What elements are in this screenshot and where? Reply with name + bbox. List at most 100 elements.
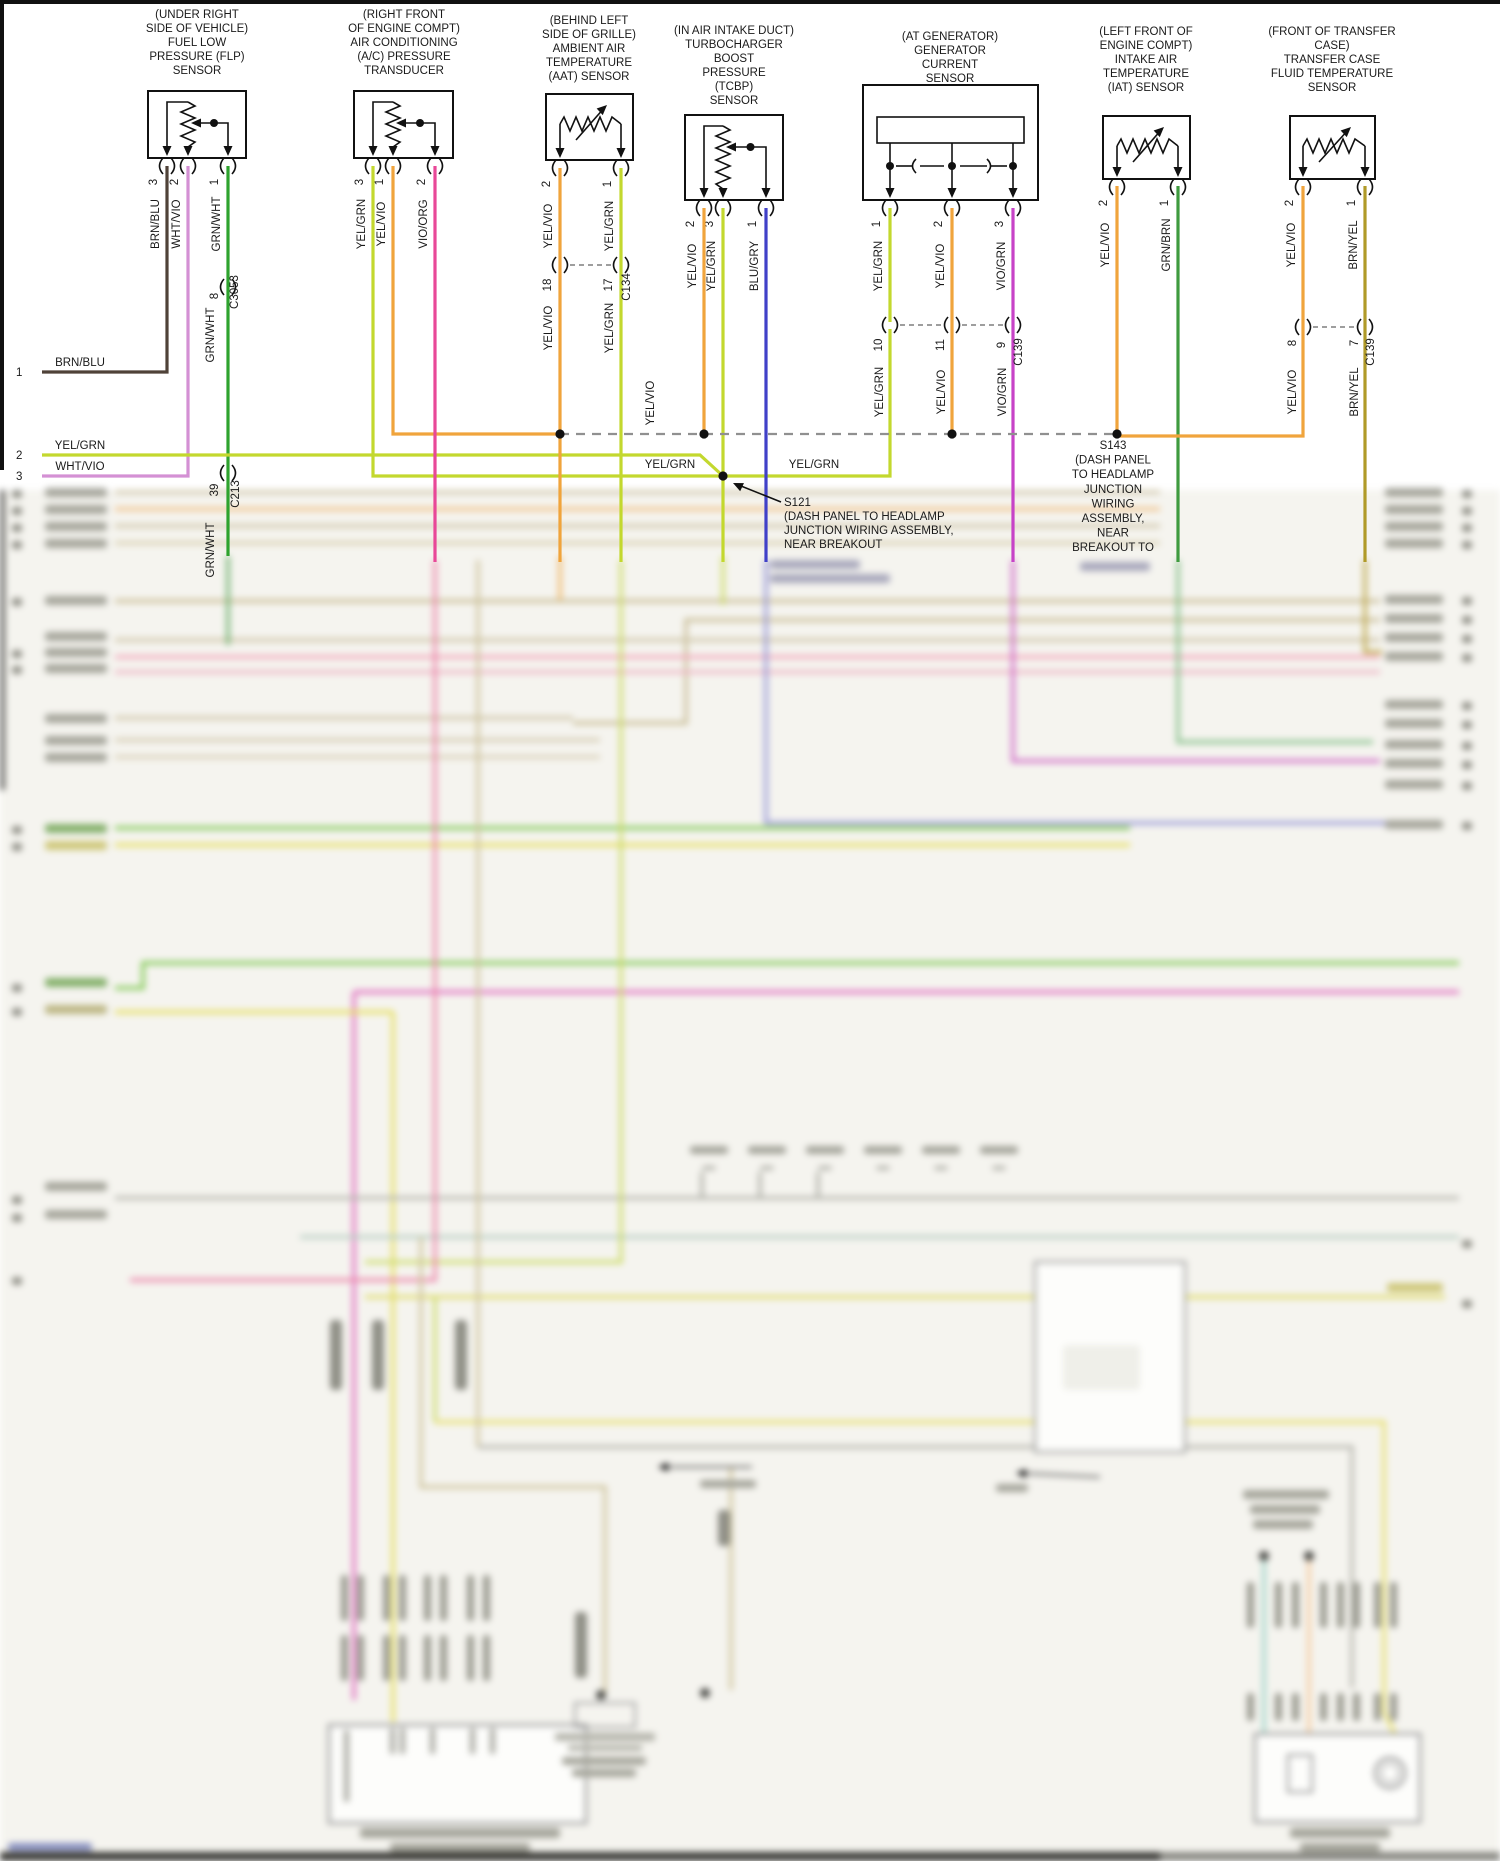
therm-resistor bbox=[1116, 136, 1179, 156]
blurred-ground-bar bbox=[568, 1745, 642, 1751]
wire-name-label: BRN/BLU bbox=[150, 199, 162, 249]
connector-or-wire-label: 9 bbox=[996, 342, 1008, 348]
c134-arc bbox=[551, 256, 557, 274]
splice-dot bbox=[947, 429, 957, 439]
sensor-title-ac: OF ENGINE COMPT) bbox=[348, 23, 460, 35]
blurred-wire bbox=[1363, 560, 1382, 654]
sensor-title-iat: TEMPERATURE bbox=[1103, 68, 1189, 80]
sensor-title-flp: SIDE OF VEHICLE) bbox=[146, 23, 248, 35]
blurred-connector-slot bbox=[357, 1635, 364, 1681]
pot-wiper bbox=[404, 122, 436, 151]
s143-text: NEAR bbox=[1097, 528, 1129, 540]
sensor-tcbp: (IN AIR INTAKE DUCT) TURBOCHARGER BOOST PRE… bbox=[674, 25, 794, 291]
blur-left-edge bbox=[0, 490, 5, 790]
edge-row-number: 1 bbox=[16, 367, 22, 379]
wire-name-label: VIO/ORG bbox=[418, 199, 430, 248]
blurred-ground-bar bbox=[555, 1733, 655, 1741]
blurred-text-blob bbox=[1385, 820, 1443, 829]
sensor-title-flp: FUEL LOW bbox=[168, 37, 227, 49]
blurred-text-blob bbox=[1462, 822, 1472, 830]
sensor-title-gen: GENERATOR bbox=[914, 45, 986, 57]
blurred-text-blob bbox=[996, 1484, 1028, 1492]
sensor-title-ac: TRANSDUCER bbox=[364, 65, 444, 77]
blurred-pin-stub bbox=[400, 1728, 405, 1754]
blurred-text-blob bbox=[12, 984, 22, 992]
connector-or-wire-label: YEL/GRN bbox=[874, 367, 886, 418]
wire-name-label: YEL/VIO bbox=[935, 244, 947, 289]
sensor-iat: (LEFT FRONT OF ENGINE COMPT) INTAKE AIR TEM… bbox=[1098, 26, 1193, 272]
blurred-text-blob bbox=[45, 1182, 107, 1191]
pin-connector-arc bbox=[714, 199, 720, 217]
wire-yel-vio-tcase bbox=[1117, 186, 1305, 438]
sensor-title-flp: (UNDER RIGHT bbox=[155, 9, 239, 21]
blurred-connector-slot bbox=[399, 1575, 406, 1621]
pin-number: 2 bbox=[169, 179, 181, 185]
blurred-text-blob bbox=[806, 1146, 844, 1154]
therm-arrow bbox=[1340, 127, 1351, 138]
pin-connector-arc bbox=[563, 159, 569, 177]
wire-name-label: GRN/WHT bbox=[211, 197, 223, 252]
blurred-text-blob bbox=[770, 560, 860, 569]
blurred-text-blob bbox=[390, 1843, 530, 1852]
pin-arrow bbox=[368, 146, 378, 156]
blurred-left-module-box bbox=[327, 1723, 588, 1825]
blurred-text-blob bbox=[572, 1769, 636, 1777]
s143-text: S143 bbox=[1100, 440, 1127, 452]
pin-connector-arc bbox=[1120, 178, 1126, 196]
c139-arc bbox=[1294, 318, 1300, 336]
s121-text: JUNCTION WIRING ASSEMBLY, bbox=[784, 525, 954, 537]
wire-name-label: YEL/GRN bbox=[873, 241, 885, 292]
sensor-title-aat: (BEHIND LEFT bbox=[550, 15, 629, 27]
sensor-ac: (RIGHT FRONT OF ENGINE COMPT) AIR CONDITIO… bbox=[348, 9, 460, 249]
blurred-wire bbox=[419, 1237, 607, 1692]
pin-arrow bbox=[699, 188, 709, 198]
pin-number: 1 bbox=[374, 179, 386, 185]
blurred-connector-slot bbox=[424, 1575, 431, 1621]
pin-number: 1 bbox=[747, 221, 759, 227]
pin-number: 1 bbox=[1346, 200, 1358, 206]
blurred-text-blob bbox=[12, 826, 22, 834]
blurred-text-blob bbox=[45, 632, 107, 641]
pin-connector-arc bbox=[231, 157, 237, 175]
blurred-connector-slot bbox=[383, 1575, 390, 1621]
s143-text: ASSEMBLY, bbox=[1082, 513, 1145, 525]
blurred-text-blob bbox=[1462, 761, 1472, 769]
blurred-connector-slot bbox=[1390, 1693, 1397, 1721]
blurred-text-blob bbox=[1462, 742, 1472, 750]
connector-or-wire-label: YEL/GRN bbox=[789, 459, 840, 471]
pin-connector-arc bbox=[612, 159, 618, 177]
pin-connector-arc bbox=[757, 199, 763, 217]
pin-connector-arc bbox=[707, 199, 713, 217]
splice-dot bbox=[699, 429, 709, 439]
pin-number: 2 bbox=[541, 181, 553, 187]
sensor-title-tcbp: TURBOCHARGER bbox=[685, 39, 783, 51]
c139-arc bbox=[1004, 316, 1010, 334]
pin-arrow bbox=[947, 188, 957, 198]
blurred-connector-slot bbox=[424, 1635, 431, 1681]
s143-text: JUNCTION bbox=[1084, 484, 1142, 496]
pin-arrow bbox=[1360, 167, 1370, 177]
blurred-connector-slot bbox=[1390, 1582, 1397, 1628]
pin-connector-arc bbox=[1181, 178, 1187, 196]
blurred-text-blob bbox=[1462, 721, 1472, 729]
blurred-text-blob bbox=[700, 1480, 756, 1488]
blurred-text-blob bbox=[1462, 1240, 1472, 1248]
blurred-right-module-box bbox=[1253, 1732, 1422, 1824]
blurred-text-blob bbox=[934, 1166, 948, 1170]
pin-number: 3 bbox=[148, 179, 160, 185]
wiper-dot bbox=[746, 143, 755, 151]
blurred-text-blob bbox=[12, 541, 22, 549]
blurred-rotated-label bbox=[372, 1320, 384, 1390]
c134-arc bbox=[624, 256, 630, 274]
sensor-title-flp: PRESSURE (FLP) bbox=[149, 51, 244, 63]
blurred-text-blob bbox=[1462, 635, 1472, 643]
pot-resistor bbox=[713, 125, 733, 190]
blurred-wire bbox=[130, 560, 437, 1282]
blurred-text-blob bbox=[1080, 562, 1150, 571]
c3053-arc bbox=[219, 278, 225, 296]
blurred-text-blob bbox=[45, 1005, 107, 1014]
s121-text: S121 bbox=[784, 497, 811, 509]
blurred-inner-rect bbox=[1287, 1754, 1313, 1793]
blurred-connector-slot bbox=[440, 1635, 447, 1681]
